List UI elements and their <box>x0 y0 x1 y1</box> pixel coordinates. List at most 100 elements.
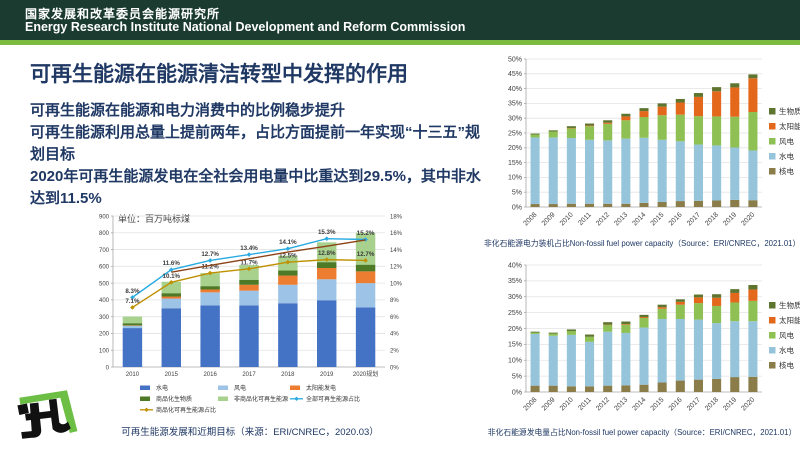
bar-segment <box>730 116 740 148</box>
bar-segment <box>585 386 595 392</box>
legend-swatch <box>769 362 776 369</box>
bar-segment <box>748 300 758 322</box>
bar-segment <box>566 203 576 207</box>
bar-segment <box>317 268 337 280</box>
bar-segment <box>122 325 143 329</box>
legend-swatch <box>140 396 150 401</box>
bar-segment <box>122 328 143 367</box>
series-nuclear <box>530 199 758 207</box>
x-tick-label: 2010 <box>126 372 140 378</box>
bar-segment <box>621 385 631 392</box>
legend-label: 风电 <box>779 330 794 340</box>
bar-segment <box>748 111 758 151</box>
legend-swatch <box>218 396 228 401</box>
bar-segment <box>730 321 740 378</box>
slide-title: 可再生能源在能源清洁转型中发挥的作用 <box>30 63 408 86</box>
y-tick-label: 400 <box>99 298 110 304</box>
x-tick-label: 2015 <box>650 396 666 412</box>
legend-swatch <box>769 153 776 160</box>
y-tick-label: 800 <box>99 231 110 237</box>
bar-segment <box>566 334 576 387</box>
legend-swatch <box>769 123 776 130</box>
line-marker <box>130 295 135 300</box>
bar-segment <box>603 122 613 124</box>
x-tick-label: 2011 <box>577 396 593 412</box>
legend-item-solar: 太阳能发电 <box>290 384 336 392</box>
legend-item-commercial-biomass: 商品化生物质 <box>140 395 192 403</box>
bar-segment <box>603 385 613 392</box>
y-tick-label: 5% <box>512 373 522 380</box>
bar-segment <box>748 74 758 79</box>
bar-segment <box>621 324 631 325</box>
right-tick-label: 14% <box>390 248 403 254</box>
right-tick-label: 10% <box>390 281 403 287</box>
x-tick-label: 2018 <box>704 211 720 227</box>
legend-label: 水电 <box>779 345 794 355</box>
bar-segment <box>548 385 558 392</box>
bar-segment <box>161 308 181 367</box>
bar-segment <box>200 273 220 287</box>
data-label: 11.6% <box>163 260 181 267</box>
bar-segment <box>657 307 667 309</box>
key-points: 可再生能源在能源和电力消费中的比例稳步提升 可再生能源利用总量上提前两年，占比方… <box>30 100 486 210</box>
bar-segment <box>693 93 703 97</box>
bar-segment <box>712 323 722 379</box>
bar-segment <box>693 379 703 392</box>
bar-segment <box>317 262 337 269</box>
bar-segment <box>657 103 667 107</box>
y-tick-label: 20% <box>508 326 522 333</box>
x-tick-label: 2013 <box>613 211 629 227</box>
y-tick-label: 40% <box>508 86 522 93</box>
legend-swatch <box>769 317 776 324</box>
bar-segment <box>639 137 649 203</box>
x-tick-label: 2010 <box>559 211 575 227</box>
bar-segment <box>603 123 613 141</box>
x-tick-label: 2020 <box>740 211 756 227</box>
bar-segment <box>657 308 667 319</box>
bar-segment <box>748 321 758 377</box>
right-tick-label: 18% <box>390 214 403 220</box>
data-label: 11.2% <box>202 264 220 271</box>
bar-segment <box>603 322 613 325</box>
data-label: 15.3% <box>318 229 336 236</box>
legend-label: 水电 <box>779 151 794 161</box>
bar-segment <box>693 200 703 207</box>
legend-item-non-commercial-renewables: 非商品化可再生能源 <box>218 395 288 403</box>
x-tick-label: 2018 <box>704 396 720 412</box>
bar-segment <box>161 293 181 297</box>
bar-segment <box>548 137 558 205</box>
bar-segment <box>639 111 649 118</box>
legend-item-hydro: 水电 <box>769 151 794 161</box>
bar-segment <box>712 145 722 201</box>
bar-segment <box>621 120 631 139</box>
bar-segment <box>712 200 722 207</box>
legend-item-nuclear: 核电 <box>769 166 794 176</box>
series-solar <box>566 78 758 129</box>
bar-segment <box>548 204 558 207</box>
line-marker <box>246 252 252 257</box>
x-tick-label: 2016 <box>668 211 684 227</box>
x-tick-label: 2016 <box>668 396 684 412</box>
bar-segment <box>730 87 740 117</box>
bar-segment <box>585 125 595 127</box>
y-tick-label: 35% <box>508 101 522 108</box>
legend-label: 全部可再生能源占比 <box>306 395 360 403</box>
legend-item-total-renewables-share: 全部可再生能源占比 <box>290 395 360 403</box>
legend-label: 太阳能发电 <box>306 384 336 392</box>
x-tick-label: 2019 <box>722 396 738 412</box>
bar-segment <box>730 292 740 303</box>
bar-segment <box>693 297 703 304</box>
legend-item-wind: 风电 <box>769 330 794 340</box>
bar-segment <box>693 294 703 298</box>
bar-segment <box>693 144 703 201</box>
bar-segment <box>585 126 595 140</box>
legend-swatch <box>290 385 300 390</box>
legend-item-hydro: 水电 <box>140 384 168 392</box>
series-solar <box>603 289 758 326</box>
bar-segment <box>657 201 667 207</box>
x-tick-label: 2017 <box>686 396 702 412</box>
renewables-combo-chart: 0 100 200 300 400 500 600 700 800 900 0% 2% 4% 6% 8% 10… <box>88 202 418 440</box>
x-tick-label: 2008 <box>523 396 539 412</box>
right-tick-label: 0% <box>390 365 399 371</box>
bar-segment <box>278 275 298 285</box>
